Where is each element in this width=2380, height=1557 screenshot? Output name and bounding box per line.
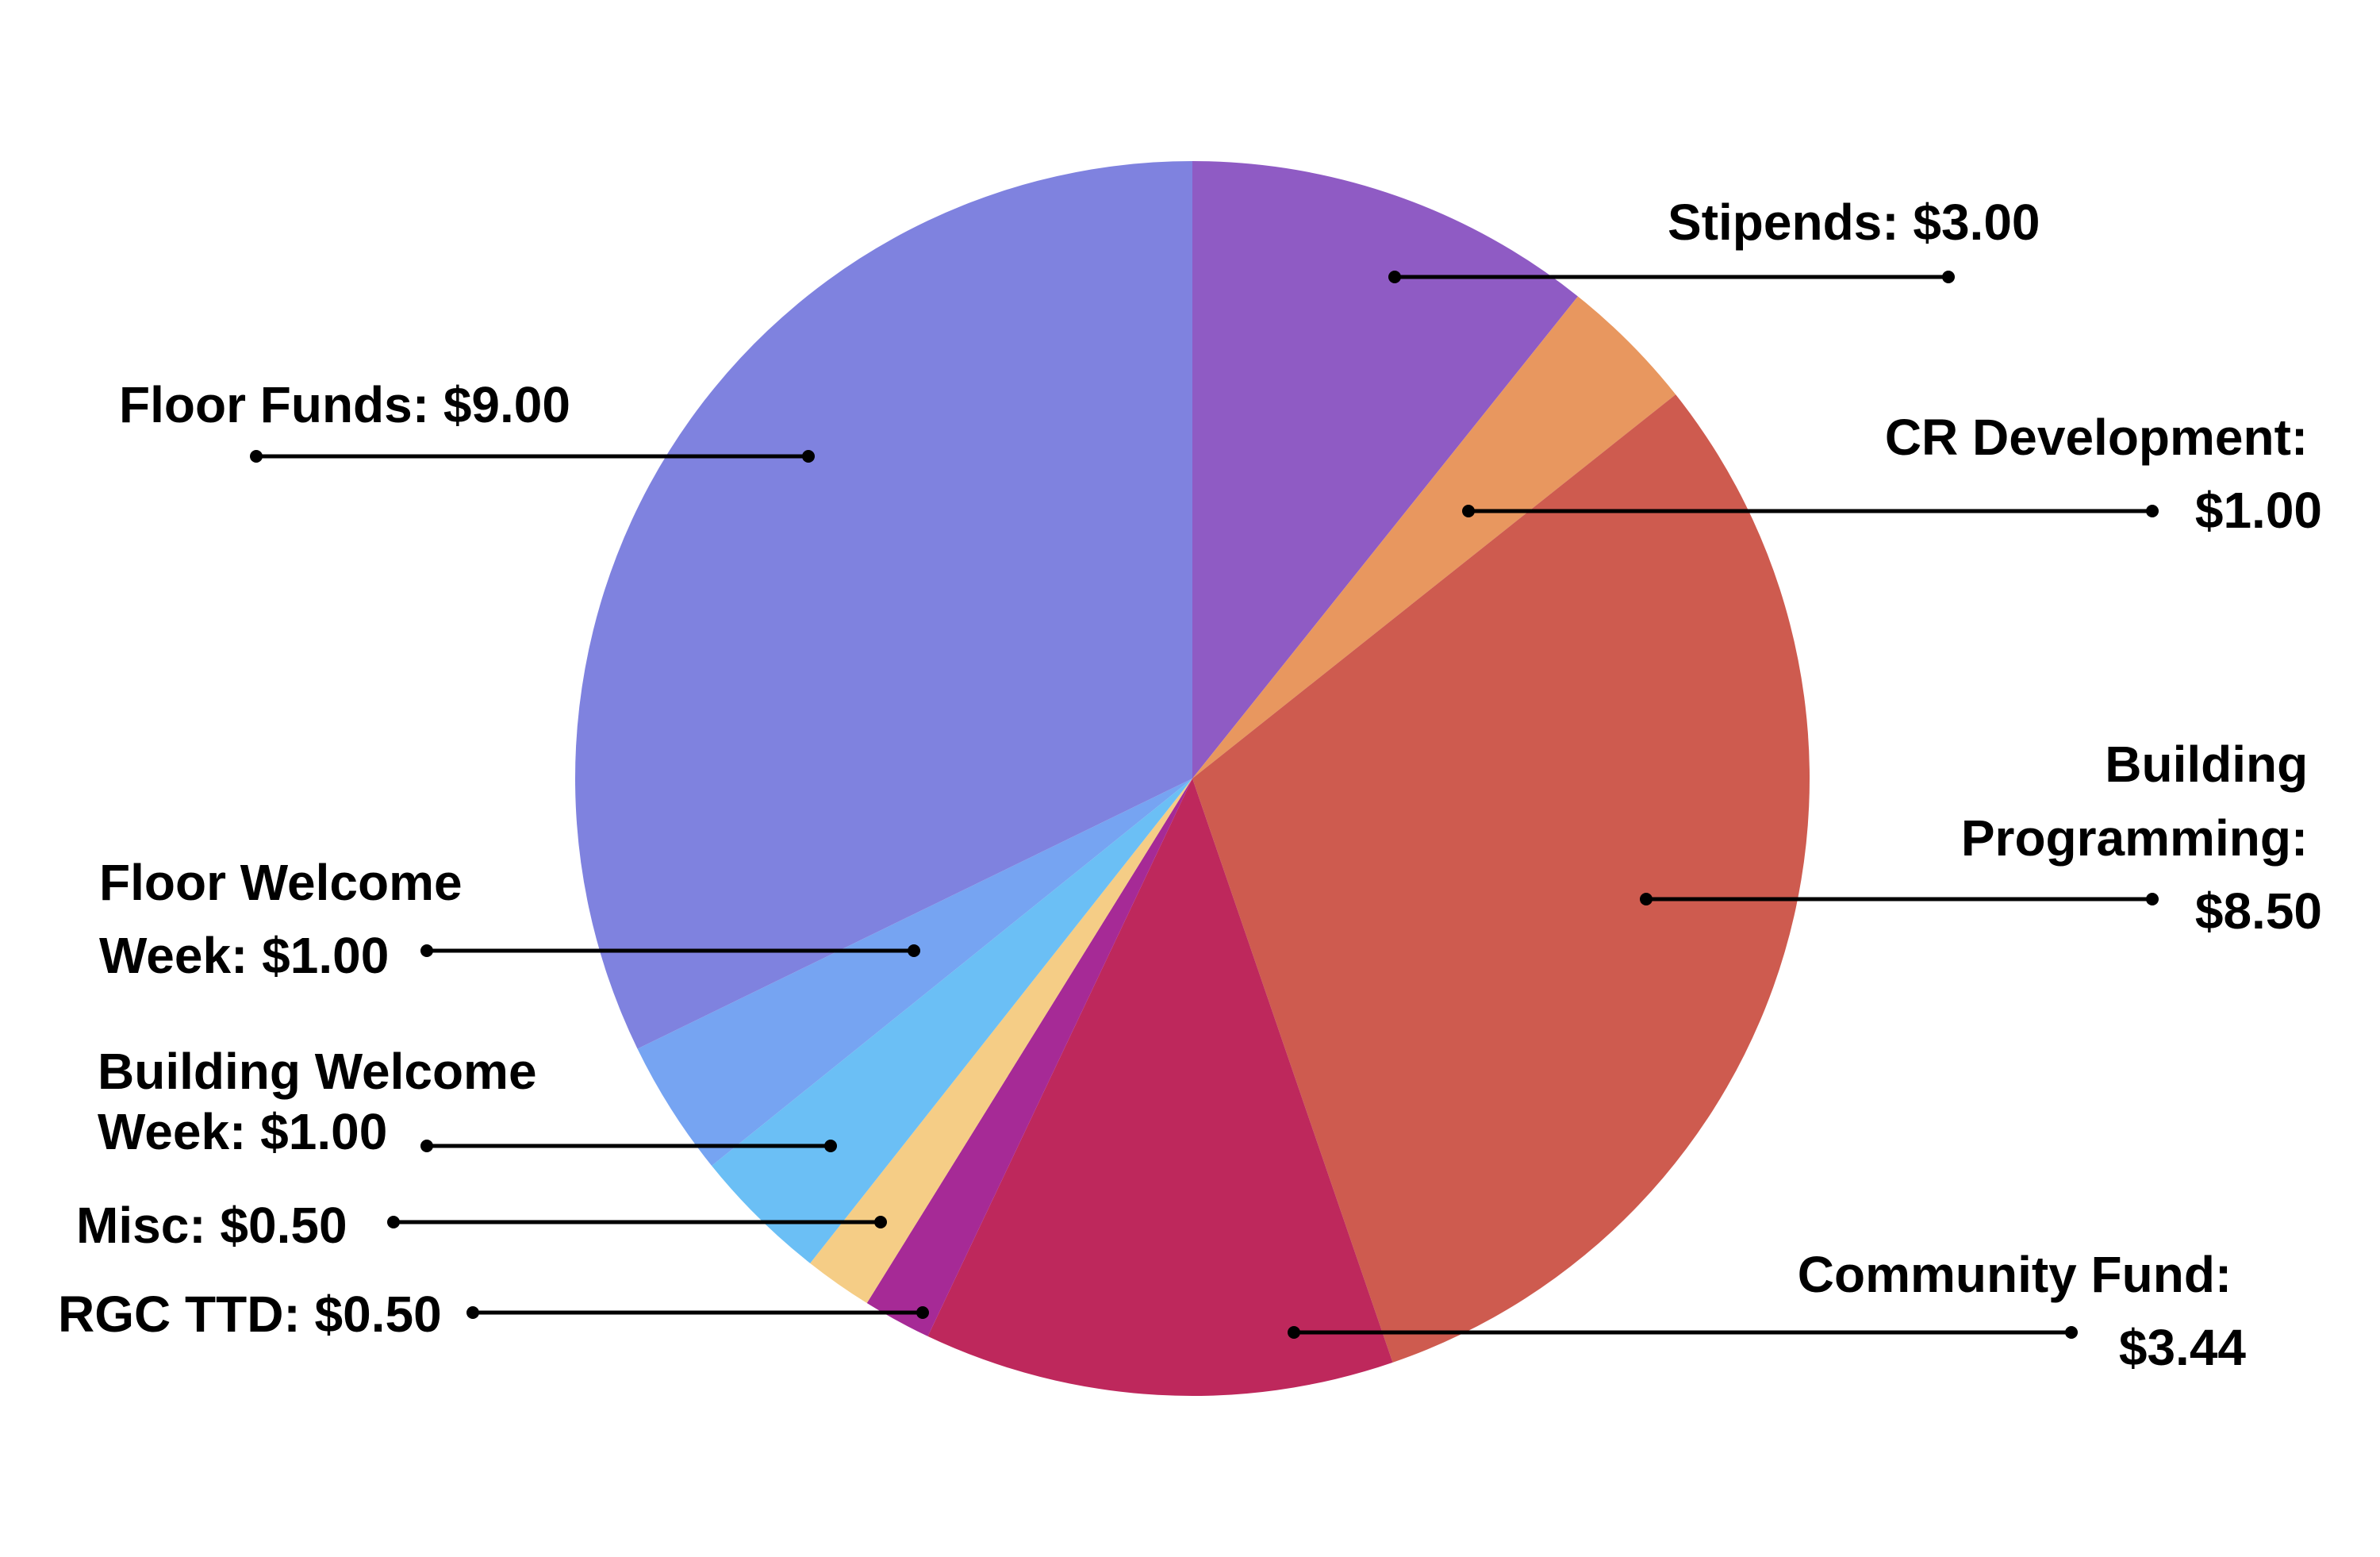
pie-slices xyxy=(575,161,1810,1397)
leader-stipends xyxy=(1388,271,1955,283)
label-cr-development: CR Development: $1.00 xyxy=(1885,409,2322,539)
pie-slice-rgc-ttd xyxy=(866,778,1192,1336)
pie-slice-floor-welcome-week xyxy=(637,778,1192,1166)
label-misc: Misc: $0.50 xyxy=(76,1197,347,1254)
label-floor-funds: Floor Funds: $9.00 xyxy=(119,376,570,433)
leader-building-programming xyxy=(1640,893,2159,905)
leader-cr-development xyxy=(1462,505,2159,517)
pie-slice-stipends xyxy=(1192,161,1578,778)
label-community-fund: Community Fund: $3.44 xyxy=(1798,1246,2247,1376)
label-building-welcome-week: Building Welcome Week: $1.00 xyxy=(98,1043,551,1160)
pie-slice-community-fund xyxy=(927,778,1393,1397)
pie-slice-floor-funds xyxy=(575,161,1192,1049)
label-stipends: Stipends: $3.00 xyxy=(1668,194,2040,251)
pie-slice-building-programming xyxy=(1192,394,1810,1363)
leader-building-welcome-week xyxy=(420,1140,837,1152)
label-building-programming: Building Programming: $8.50 xyxy=(1961,736,2322,940)
leader-lines xyxy=(250,271,2159,1339)
leader-rgc-ttd xyxy=(466,1306,929,1319)
leader-floor-funds xyxy=(250,450,815,463)
pie-slice-cr-development xyxy=(1192,296,1676,778)
leader-community-fund xyxy=(1288,1326,2078,1339)
label-rgc-ttd: RGC TTD: $0.50 xyxy=(58,1286,442,1343)
pie-slice-misc xyxy=(810,778,1192,1304)
leader-misc xyxy=(387,1216,887,1228)
slice-labels: Stipends: $3.00 CR Development: $1.00 Bu… xyxy=(58,194,2322,1376)
leader-floor-welcome-week xyxy=(420,944,920,957)
label-floor-welcome-week: Floor Welcome Week: $1.00 xyxy=(99,854,476,984)
